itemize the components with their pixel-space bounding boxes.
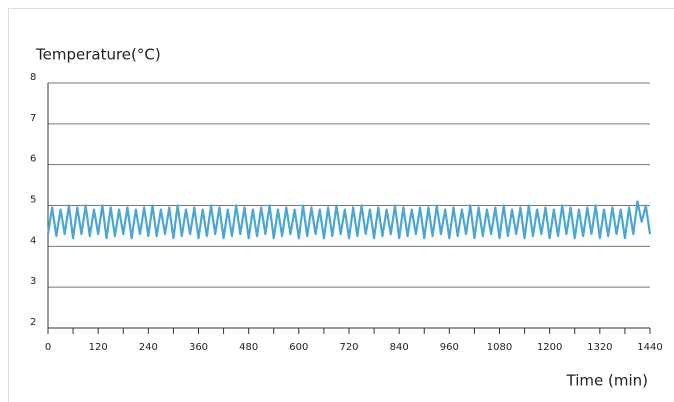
x-axis-title: Time (min) xyxy=(566,372,648,390)
x-tick-label: 960 xyxy=(440,342,459,353)
x-tick-label: 360 xyxy=(189,342,208,353)
x-tick-label: 1320 xyxy=(587,342,612,353)
line-series xyxy=(46,200,652,240)
x-tick-label: 240 xyxy=(139,342,158,353)
x-tick-label: 1080 xyxy=(487,342,512,353)
x-tick-label: 720 xyxy=(339,342,358,353)
x-tick-label: 1200 xyxy=(537,342,562,353)
y-tick-label: 4 xyxy=(30,235,36,246)
y-tick-label: 2 xyxy=(30,317,36,328)
y-tick-label: 6 xyxy=(30,154,36,165)
x-tick-label: 480 xyxy=(239,342,258,353)
x-tick-label: 120 xyxy=(89,342,108,353)
y-tick-label: 5 xyxy=(30,195,36,206)
x-tick-label: 840 xyxy=(390,342,409,353)
x-tick-label: 0 xyxy=(45,342,51,353)
x-tick-label: 600 xyxy=(289,342,308,353)
x-tick-label: 1440 xyxy=(637,342,662,353)
y-tick-label: 3 xyxy=(30,276,36,287)
y-tick-label: 8 xyxy=(30,72,36,83)
frame xyxy=(8,8,674,402)
y-tick-label: 7 xyxy=(30,113,36,124)
y-axis-title: Temperature(°C) xyxy=(35,46,161,64)
